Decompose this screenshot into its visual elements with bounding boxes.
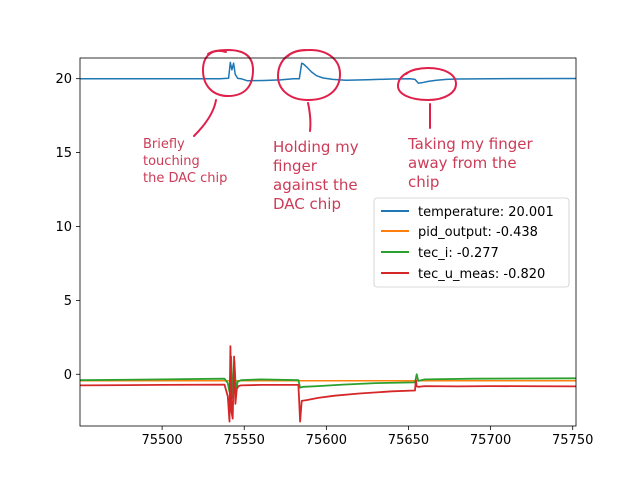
annotation-1-circle bbox=[201, 48, 255, 98]
annotation-2-line-1: Holding my bbox=[273, 138, 359, 156]
x-tick-label: 75500 bbox=[141, 433, 182, 448]
annotation-1-line-3: the DAC chip bbox=[143, 171, 227, 186]
annotation-1-pointer bbox=[193, 99, 217, 137]
annotation-2-line-3: against the bbox=[273, 176, 358, 194]
x-tick-label: 75550 bbox=[224, 433, 265, 448]
y-tick-label: 5 bbox=[64, 294, 72, 309]
x-tick-label: 75750 bbox=[552, 433, 593, 448]
annotation-3-circle bbox=[396, 66, 458, 102]
legend-label-tec-u-meas: tec_u_meas: -0.820 bbox=[418, 267, 545, 282]
annotation-2-pointer bbox=[307, 102, 312, 132]
annotation-1-line-2: touching bbox=[143, 154, 200, 169]
annotation-1-line-1: Briefly bbox=[143, 137, 185, 152]
x-tick-label: 75700 bbox=[470, 433, 511, 448]
x-tick-label: 75600 bbox=[306, 433, 347, 448]
annotation-3-line-2: away from the bbox=[408, 154, 517, 172]
y-tick-label: 15 bbox=[55, 146, 72, 161]
annotation-2-line-4: DAC chip bbox=[273, 195, 341, 213]
y-tick-label: 10 bbox=[55, 220, 72, 235]
legend-box bbox=[373, 197, 570, 288]
plot-lines bbox=[79, 61, 577, 423]
legend: temperature: 20.001 pid_output: -0.438 t… bbox=[373, 197, 570, 288]
annotation-marks bbox=[193, 48, 458, 137]
legend-label-temperature: temperature: 20.001 bbox=[418, 205, 554, 220]
axis-ticks: 75500 75550 75600 75650 75700 75750 0 5 10 15 20 bbox=[55, 72, 593, 448]
series-line-tec-u-meas bbox=[79, 345, 577, 423]
plot-frame bbox=[79, 57, 577, 427]
y-tick-label: 20 bbox=[55, 72, 72, 87]
annotation-2-circle bbox=[276, 48, 342, 102]
y-tick-label: 0 bbox=[64, 368, 72, 383]
series-line-temperature bbox=[79, 61, 577, 84]
annotation-3-line-3: chip bbox=[408, 173, 439, 191]
legend-label-pid-output: pid_output: -0.438 bbox=[418, 225, 538, 240]
x-tick-label: 75650 bbox=[388, 433, 429, 448]
annotation-texts: Briefly touching the DAC chip Holding my… bbox=[143, 135, 533, 213]
annotation-3-line-1: Taking my finger bbox=[407, 135, 533, 153]
legend-label-tec-i: tec_i: -0.277 bbox=[418, 246, 499, 261]
annotation-2-line-2: finger bbox=[273, 157, 318, 175]
